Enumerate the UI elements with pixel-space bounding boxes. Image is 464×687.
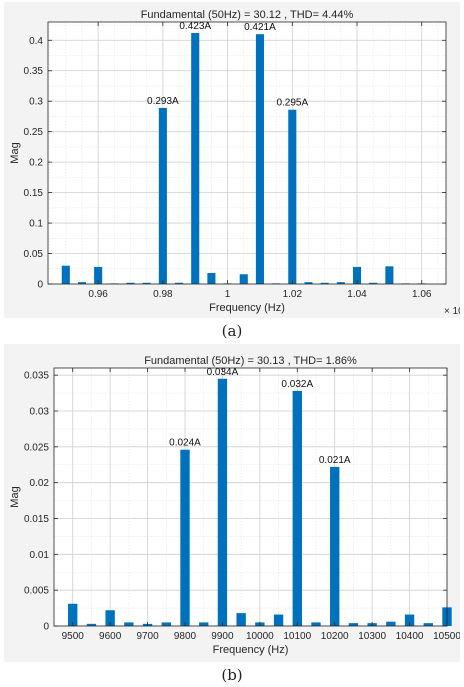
- y-tick-label: 0.15: [24, 188, 44, 199]
- bar: [423, 623, 433, 626]
- bar: [142, 282, 151, 284]
- bar: [126, 282, 135, 284]
- caption-b: (b): [221, 666, 243, 684]
- bar: [288, 109, 297, 284]
- y-tick-label: 0: [37, 280, 43, 291]
- x-tick-label: 9800: [174, 631, 197, 642]
- data-label: 0.421A: [244, 22, 276, 33]
- x-tick-label: 10400: [396, 631, 424, 642]
- bar: [336, 282, 345, 284]
- bar: [292, 390, 302, 626]
- y-tick-label: 0.3: [29, 97, 43, 108]
- bar: [105, 610, 115, 626]
- plot-area: [54, 368, 447, 626]
- bar: [386, 621, 396, 626]
- y-tick-label: 0.015: [24, 514, 49, 525]
- data-label: 0.423A: [179, 21, 211, 32]
- chart-title: Fundamental (50Hz) = 30.12 , THD= 4.44%: [141, 9, 354, 21]
- bar: [217, 378, 228, 626]
- y-tick-label: 0.025: [24, 442, 49, 453]
- axes-box: [53, 367, 448, 627]
- bar: [158, 107, 167, 285]
- y-tick-label: 0.05: [24, 249, 44, 260]
- x-tick-label: 0.96: [88, 289, 108, 300]
- y-tick-label: 0.02: [30, 478, 50, 489]
- bar: [320, 282, 329, 284]
- x-tick-label: 9900: [211, 631, 234, 642]
- bar: [304, 282, 313, 284]
- bar: [255, 34, 264, 284]
- x-tick-label: 1.04: [347, 289, 367, 300]
- bar: [161, 622, 171, 626]
- y-tick-label: 0.2: [29, 158, 43, 169]
- y-tick-label: 0.01: [30, 550, 50, 561]
- bar: [385, 266, 394, 284]
- bar: [239, 274, 248, 284]
- bar: [94, 266, 103, 284]
- x-tick-label: 10000: [246, 631, 274, 642]
- x-axis-label: Frequency (Hz): [213, 644, 289, 656]
- data-label: 0.034A: [207, 367, 239, 378]
- bar: [124, 622, 134, 626]
- x-tick-label: 0.98: [153, 289, 173, 300]
- y-tick-label: 0.03: [30, 407, 50, 418]
- bar: [68, 603, 78, 626]
- y-tick-label: 0.4: [29, 36, 43, 47]
- y-tick-label: 0: [43, 622, 49, 633]
- bar: [330, 466, 340, 626]
- bar: [348, 623, 359, 626]
- bar: [404, 614, 415, 626]
- plot-area: [48, 22, 446, 284]
- bar: [199, 622, 209, 626]
- data-label: 0.032A: [281, 379, 313, 390]
- x-tick-label: 1: [225, 289, 231, 300]
- axes-box: [47, 21, 447, 285]
- bar: [180, 449, 190, 626]
- x-scale-label: × 10⁴: [444, 306, 460, 317]
- x-tick-label: 10500: [433, 631, 460, 642]
- y-tick-label: 0.25: [24, 127, 44, 138]
- chart-b: 9500 9600 9700 9800 9900 10000 10100 10200 10300…: [9, 355, 460, 656]
- bar: [86, 623, 97, 626]
- bar: [369, 282, 378, 284]
- x-axis-label: Frequency (Hz): [209, 302, 285, 314]
- chart-panel-b: 9500 9600 9700 9800 9900 10000 10100 10200 10300…: [4, 344, 460, 662]
- x-tick-label: 1.02: [283, 289, 303, 300]
- bar: [77, 282, 87, 284]
- bar: [207, 273, 216, 284]
- y-tick-label: 0.1: [29, 219, 43, 230]
- y-axis-label: Mag: [9, 142, 21, 163]
- data-label: 0.293A: [147, 96, 179, 107]
- y-axis-label: Mag: [9, 486, 21, 507]
- x-tick-label: 9500: [62, 631, 85, 642]
- data-label: 0.021A: [319, 455, 351, 466]
- bar: [352, 266, 362, 284]
- x-tick-label: 9600: [99, 631, 122, 642]
- chart-a: 0.96 0.98 1 1.02 1.04 1.06 0 0.05 0.1 0.15 0.2 0.25…: [9, 9, 460, 317]
- y-tick-label: 0.035: [24, 371, 49, 382]
- y-tick-label: 0.005: [24, 586, 49, 597]
- x-tick-label: 10300: [358, 631, 386, 642]
- bar: [236, 613, 246, 626]
- x-tick-label: 10200: [321, 631, 349, 642]
- bar: [175, 282, 184, 284]
- x-tick-label: 10100: [283, 631, 311, 642]
- x-tick-label: 9700: [136, 631, 159, 642]
- caption-a: (a): [221, 322, 243, 340]
- chart-panel-a: 0.96 0.98 1 1.02 1.04 1.06 0 0.05 0.1 0.15 0.2 0.25…: [4, 2, 460, 318]
- bar: [273, 614, 284, 626]
- bar: [311, 622, 321, 626]
- data-label: 0.295A: [276, 98, 308, 109]
- chart-title: Fundamental (50Hz) = 30.13 , THD= 1.86%: [144, 355, 357, 367]
- bar: [191, 32, 200, 285]
- data-label: 0.024A: [169, 438, 201, 449]
- bar: [61, 265, 70, 284]
- x-tick-label: 1.06: [412, 289, 432, 300]
- y-tick-label: 0.35: [24, 66, 44, 77]
